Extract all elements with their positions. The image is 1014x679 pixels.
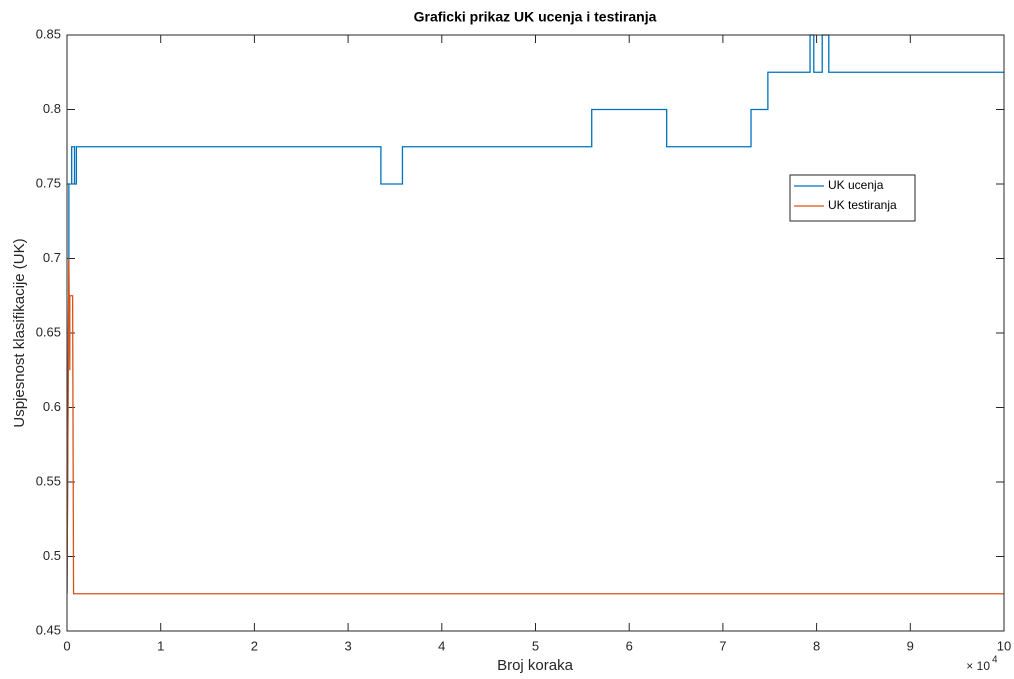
- y-tick-label: 0.65: [36, 324, 61, 339]
- x-tick-label: 5: [532, 638, 539, 653]
- x-tick-label: 10: [997, 638, 1011, 653]
- y-tick-label: 0.75: [36, 175, 61, 190]
- x-axis-label: Broj koraka: [497, 657, 574, 674]
- x-tick-label: 6: [626, 638, 633, 653]
- x-tick-label: 3: [344, 638, 351, 653]
- x-tick-label: 9: [907, 638, 914, 653]
- x-scale-exponent: 4: [992, 655, 998, 666]
- y-tick-label: 0.7: [43, 250, 61, 265]
- y-tick-label: 0.8: [43, 101, 61, 116]
- line-series: [67, 258, 1004, 595]
- y-tick-label: 0.85: [36, 26, 61, 41]
- legend-box: [789, 174, 916, 222]
- legend-label: UK testiranja: [828, 198, 897, 212]
- x-tick-label: 4: [438, 638, 445, 653]
- x-tick-label: 1: [157, 638, 164, 653]
- y-axis-label: Uspjesnost klasifikacije (UK): [11, 238, 28, 427]
- x-tick-label: 8: [813, 638, 820, 653]
- plot-frame: [66, 34, 1005, 632]
- y-tick-label: 0.55: [36, 473, 61, 488]
- legend-label: UK ucenja: [828, 178, 884, 192]
- y-tick-label: 0.45: [36, 622, 61, 637]
- y-tick-label: 0.5: [43, 548, 61, 563]
- y-tick-label: 0.6: [43, 399, 61, 414]
- chart-title: Graficki prikaz UK ucenja i testiranja: [414, 9, 657, 25]
- line-series: [67, 34, 1004, 594]
- x-tick-label: 2: [251, 638, 258, 653]
- x-tick-label: 7: [719, 638, 726, 653]
- x-tick-label: 0: [63, 638, 70, 653]
- x-scale-base: × 10: [966, 659, 990, 673]
